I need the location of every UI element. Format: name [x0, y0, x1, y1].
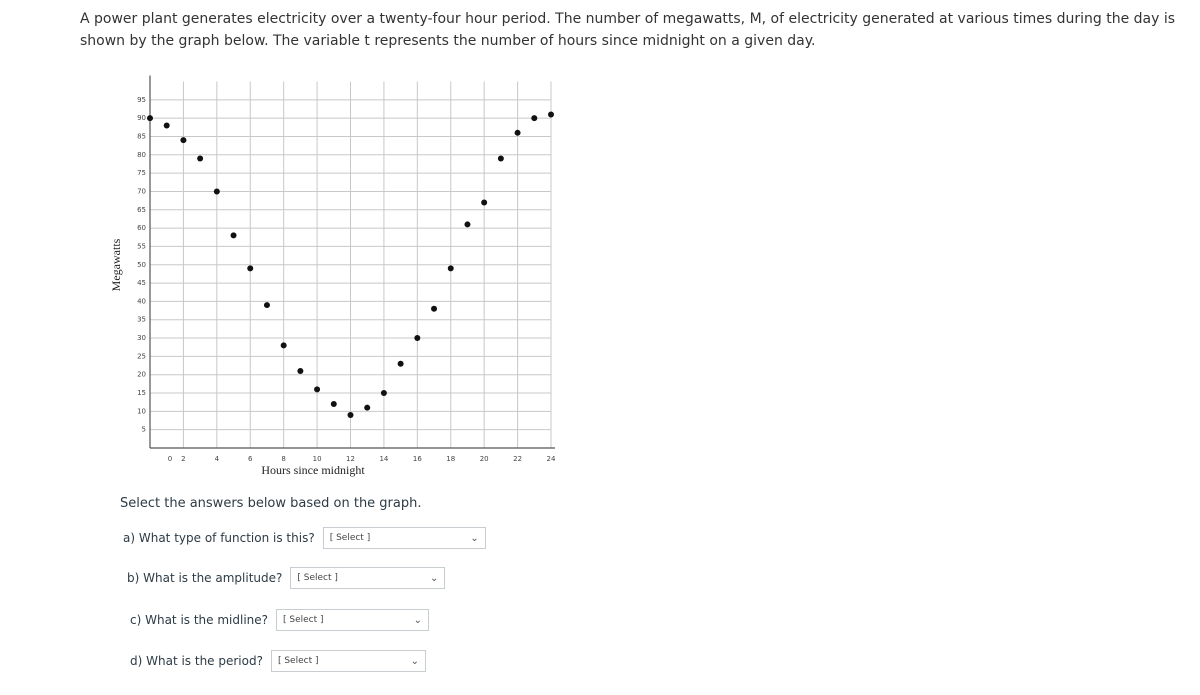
- dropdown-arrow: ⌄: [410, 655, 419, 667]
- data-point: [263, 302, 270, 309]
- data-point: [197, 155, 204, 162]
- data-point: [314, 386, 321, 393]
- x-tick-label: 14: [379, 455, 388, 463]
- question: a) What type of function is this? [ Selec…: [123, 527, 486, 549]
- x-tick-label: 20: [480, 455, 489, 463]
- data-point: [431, 305, 438, 312]
- question-label: d) What is the period?: [130, 654, 263, 668]
- data-point: [364, 404, 371, 411]
- y-tick-label: 15: [137, 389, 146, 397]
- y-tick-label: 75: [137, 169, 146, 177]
- question: d) What is the period? [ Select ] ⌄: [130, 650, 426, 672]
- y-tick-label: 80: [137, 151, 146, 159]
- y-tick-label: 85: [137, 132, 146, 140]
- x-tick-label: 24: [547, 455, 556, 463]
- y-tick-label: 65: [137, 206, 146, 214]
- x-axis-label: Hours since midnight: [261, 463, 365, 477]
- y-tick-label: 40: [137, 297, 146, 305]
- data-point: [531, 115, 538, 122]
- select-placeholder: [ Select ]: [277, 656, 319, 666]
- answer-select[interactable]: [ Select ] ⌄: [322, 527, 486, 549]
- data-point: [497, 155, 504, 162]
- data-point: [514, 129, 521, 136]
- data-point: [247, 265, 254, 272]
- data-point: [481, 199, 488, 206]
- dropdown-arrow: ⌄: [429, 572, 439, 584]
- x-tick-label: 8: [281, 455, 285, 463]
- select-placeholder: [ Select ]: [329, 533, 371, 543]
- y-tick-label: 25: [137, 352, 146, 360]
- question: c) What is the midline? [ Select ] ⌄: [130, 609, 430, 631]
- x-tick-label: 2: [181, 455, 185, 463]
- y-tick-label: 30: [137, 334, 146, 342]
- x-tick-label: 22: [513, 455, 522, 463]
- x-tick-label: 0: [168, 455, 172, 463]
- y-tick-label: 35: [137, 316, 146, 324]
- data-point: [380, 390, 387, 397]
- data-point: [280, 342, 287, 349]
- data-point: [213, 188, 220, 195]
- x-tick-label: 16: [413, 455, 422, 463]
- y-tick-label: 45: [137, 279, 146, 287]
- data-point: [330, 401, 337, 408]
- select-placeholder: [ Select ]: [283, 615, 324, 625]
- x-tick-label: 12: [346, 455, 355, 463]
- data-point: [447, 265, 454, 272]
- data-point: [548, 111, 554, 118]
- question-label: a) What type of function is this?: [123, 531, 315, 545]
- answer-select[interactable]: [ Select ] ⌄: [276, 609, 430, 631]
- data-point: [163, 122, 170, 129]
- data-point: [230, 232, 237, 239]
- data-point: [464, 221, 471, 228]
- x-tick-label: 10: [313, 455, 322, 463]
- y-tick-label: 90: [137, 114, 146, 122]
- y-tick-label: 20: [137, 371, 146, 379]
- instructions: Select the answers below based on the gr…: [120, 496, 422, 511]
- data-point: [414, 335, 421, 342]
- question-label: b) What is the amplitude?: [127, 571, 283, 585]
- data-point: [347, 412, 354, 419]
- y-tick-label: 70: [137, 187, 146, 195]
- data-point: [147, 115, 153, 122]
- y-tick-label: 95: [137, 96, 146, 104]
- data-point: [297, 368, 304, 375]
- y-tick-label: 55: [137, 242, 146, 250]
- x-tick-label: 6: [248, 455, 253, 463]
- chart: Megawatts Hours since midnight 510152025…: [109, 75, 556, 477]
- dropdown-arrow: ⌄: [413, 614, 423, 626]
- select-placeholder: [ Select ]: [297, 573, 338, 583]
- y-tick-label: 60: [137, 224, 146, 232]
- question: b) What is the amplitude? [ Select ] ⌄: [127, 567, 446, 589]
- answer-select[interactable]: [ Select ] ⌄: [270, 650, 426, 672]
- y-tick-label: 50: [137, 261, 146, 269]
- x-tick-label: 4: [215, 455, 220, 463]
- dropdown-arrow: ⌄: [470, 532, 479, 544]
- data-point: [397, 360, 404, 367]
- y-tick-label: 5: [142, 426, 146, 434]
- y-axis-label: Megawatts: [109, 238, 123, 291]
- question-label: c) What is the midline?: [130, 613, 269, 627]
- intro-text: A power plant generates electricity over…: [80, 11, 1176, 49]
- x-tick-label: 18: [446, 455, 455, 463]
- answer-select[interactable]: [ Select ] ⌄: [290, 567, 446, 589]
- data-point: [180, 137, 187, 144]
- y-tick-label: 10: [137, 407, 146, 415]
